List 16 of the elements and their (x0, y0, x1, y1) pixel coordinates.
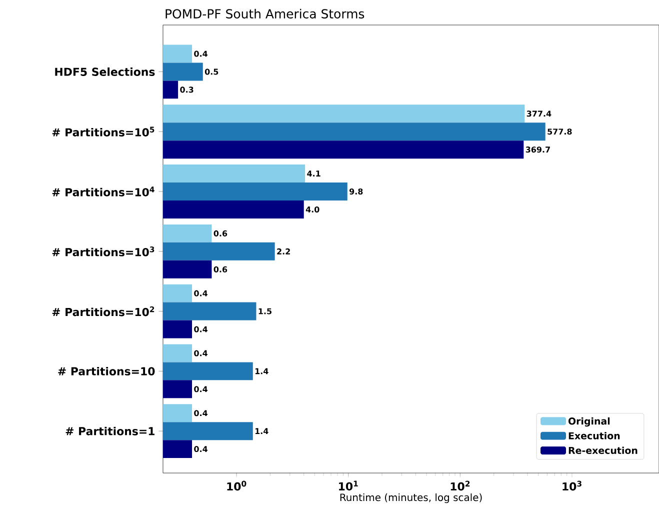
y-tick-label: # Partitions=10$^{4}$ (52, 186, 154, 196)
legend-label: Execution (568, 432, 620, 440)
y-tick-label: # Partitions=1 (66, 426, 154, 436)
y-tick-label: HDF5 Selections (55, 67, 155, 76)
y-tick-label: # Partitions=10$^{2}$ (52, 306, 154, 316)
x-tick-label: 10$^{1}$ (339, 480, 358, 490)
y-tick-label: # Partitions=10$^{3}$ (52, 246, 154, 256)
chart-title: POMD-PF South America Storms (166, 8, 364, 18)
x-tick-label: 10$^{3}$ (562, 480, 582, 491)
y-tick-label: # Partitions=10 (58, 366, 155, 376)
x-axis-title: Runtime (minutes, log scale) (340, 493, 482, 504)
legend-label: Re-execution (568, 446, 638, 454)
x-tick-label: 10$^{2}$ (450, 480, 470, 491)
legend-label: Original (568, 417, 610, 427)
y-tick-label: # Partitions=10$^{5}$ (52, 126, 154, 136)
x-tick-label: 10$^{0}$ (227, 480, 246, 491)
